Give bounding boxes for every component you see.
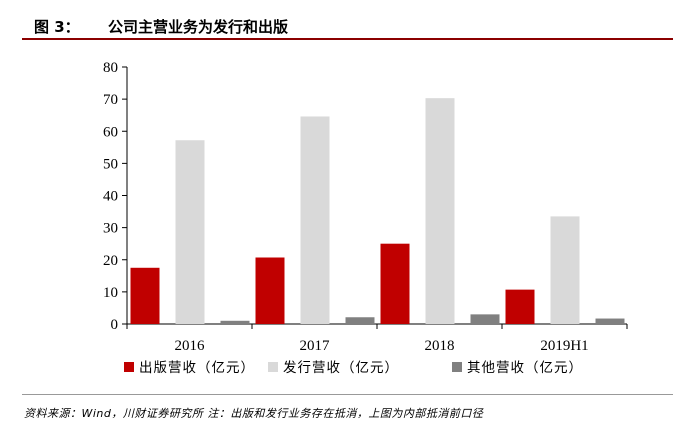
y-tick-label: 0 (111, 317, 119, 333)
bar-publishing-2017 (255, 257, 285, 324)
bar-chart: 0 10 20 30 40 50 60 70 80 2016 2017 2018 2019H1 出版营收（… (103, 60, 628, 376)
bar-other-2016 (220, 320, 250, 324)
x-tick-label: 2016 (175, 338, 206, 354)
y-tick-label: 70 (103, 92, 118, 108)
bar-publishing-2016 (130, 267, 160, 324)
bar-other-2018 (470, 314, 500, 324)
figure-title: 公司主营业务为发行和出版 (108, 18, 289, 36)
figure-label: 图 3： (34, 18, 80, 36)
bar-distribution-2016 (175, 140, 205, 324)
legend-label: 发行营收（亿元） (283, 360, 399, 376)
legend-swatch (268, 362, 278, 372)
legend-swatch (452, 362, 462, 372)
x-tick-label: 2019H1 (540, 338, 588, 354)
footer-divider (22, 394, 673, 395)
y-tick-label: 10 (103, 285, 118, 301)
bar-publishing-2018 (380, 243, 410, 324)
y-tick-label: 80 (103, 60, 118, 76)
bar-publishing-2019H1 (505, 289, 535, 324)
bar-distribution-2017 (300, 116, 330, 324)
figure-header: 图 3： 公司主营业务为发行和出版 (22, 14, 673, 40)
y-tick-label: 50 (103, 156, 118, 172)
x-tick-label: 2017 (300, 338, 331, 354)
y-tick-label: 60 (103, 124, 118, 140)
legend-label: 出版营收（亿元） (139, 360, 255, 376)
y-tick-label: 40 (103, 189, 118, 205)
y-tick-label: 20 (103, 253, 118, 269)
bar-distribution-2019H1 (550, 216, 580, 324)
source-note: 资料来源：Wind，川财证券研究所 注：出版和发行业务存在抵消，上图为内部抵消前… (24, 407, 484, 420)
bar-other-2019H1 (595, 318, 625, 324)
legend-swatch (124, 362, 134, 372)
y-tick-label: 30 (103, 221, 118, 237)
legend-label: 其他营收（亿元） (467, 360, 583, 376)
x-tick-label: 2018 (425, 338, 455, 354)
bar-other-2017 (345, 317, 375, 324)
bar-distribution-2018 (425, 98, 455, 324)
